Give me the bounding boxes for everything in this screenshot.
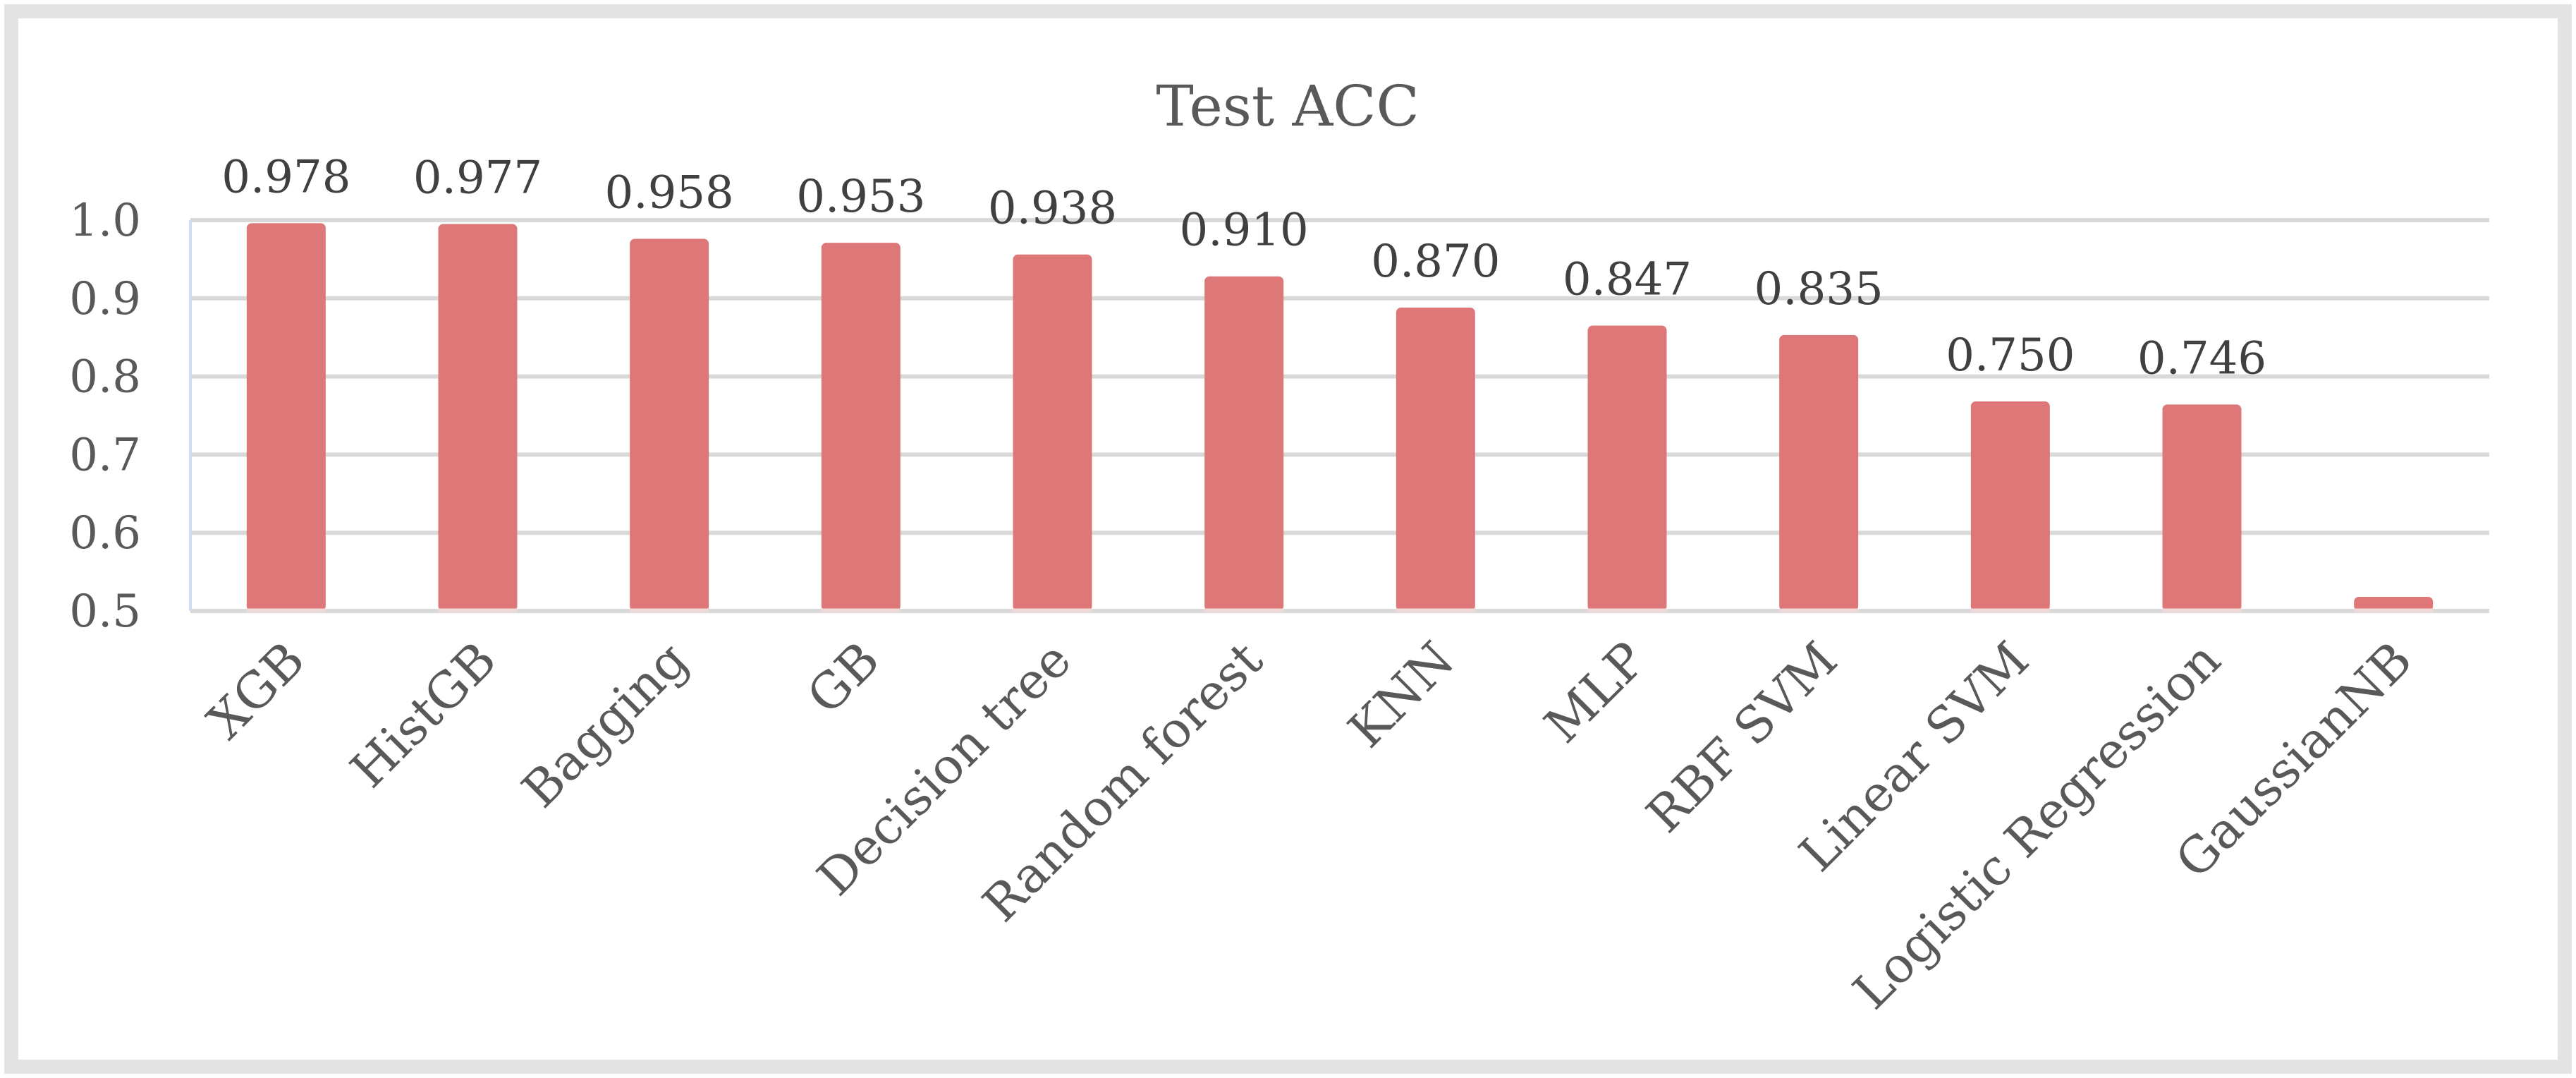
bar: [2162, 404, 2242, 611]
data-label: 0.746: [2137, 332, 2266, 384]
bar: [438, 224, 518, 611]
y-tick-label: 0.5: [69, 586, 141, 638]
data-label: 0.835: [1754, 263, 1884, 315]
y-tick-label: 0.6: [69, 507, 141, 559]
chart-title: Test ACC: [1156, 73, 1419, 139]
y-axis-ticks: 0.5 0.6 0.7 0.8 0.9 1.0: [69, 195, 141, 638]
category-label: GB: [796, 631, 891, 725]
bar: [1396, 308, 1475, 611]
category-label: Logistic Regression: [1842, 631, 2231, 1020]
y-tick-label: 0.7: [69, 429, 141, 481]
data-label: 0.750: [1946, 329, 2075, 382]
data-label: 0.910: [1180, 205, 1309, 257]
data-label: 0.953: [796, 171, 925, 223]
bar: [1970, 401, 2050, 611]
bar: [1204, 276, 1284, 611]
data-label: 0.978: [221, 151, 350, 203]
data-label: 0.977: [413, 152, 542, 204]
y-tick-label: 0.9: [69, 273, 141, 325]
bar: [1587, 325, 1667, 611]
bar: [821, 243, 901, 611]
bar: [246, 223, 326, 612]
category-label: RBF SVM: [1635, 631, 1848, 844]
data-label: 0.870: [1371, 236, 1500, 288]
chart-frame: [4, 4, 2572, 1074]
category-label: KNN: [1337, 631, 1465, 759]
bar: [1013, 254, 1092, 611]
bar: [2354, 597, 2434, 611]
y-tick-label: 0.8: [69, 351, 141, 404]
category-label: Bagging: [511, 631, 700, 819]
y-tick-label: 1.0: [69, 195, 141, 247]
data-labels: 0.978 0.977 0.958 0.953 0.938 0.910 0.870 0.847…: [221, 151, 2266, 384]
category-label: XGB: [197, 631, 316, 750]
data-label: 0.958: [605, 167, 734, 219]
category-label: MLP: [1534, 631, 1657, 754]
data-label: 0.938: [988, 183, 1117, 235]
bar: [1779, 334, 1859, 611]
bars: [246, 223, 2434, 612]
category-label: HistGB: [339, 631, 507, 799]
grid-lines: [189, 218, 2489, 613]
data-label: 0.847: [1563, 254, 1692, 306]
bar: [630, 238, 709, 611]
